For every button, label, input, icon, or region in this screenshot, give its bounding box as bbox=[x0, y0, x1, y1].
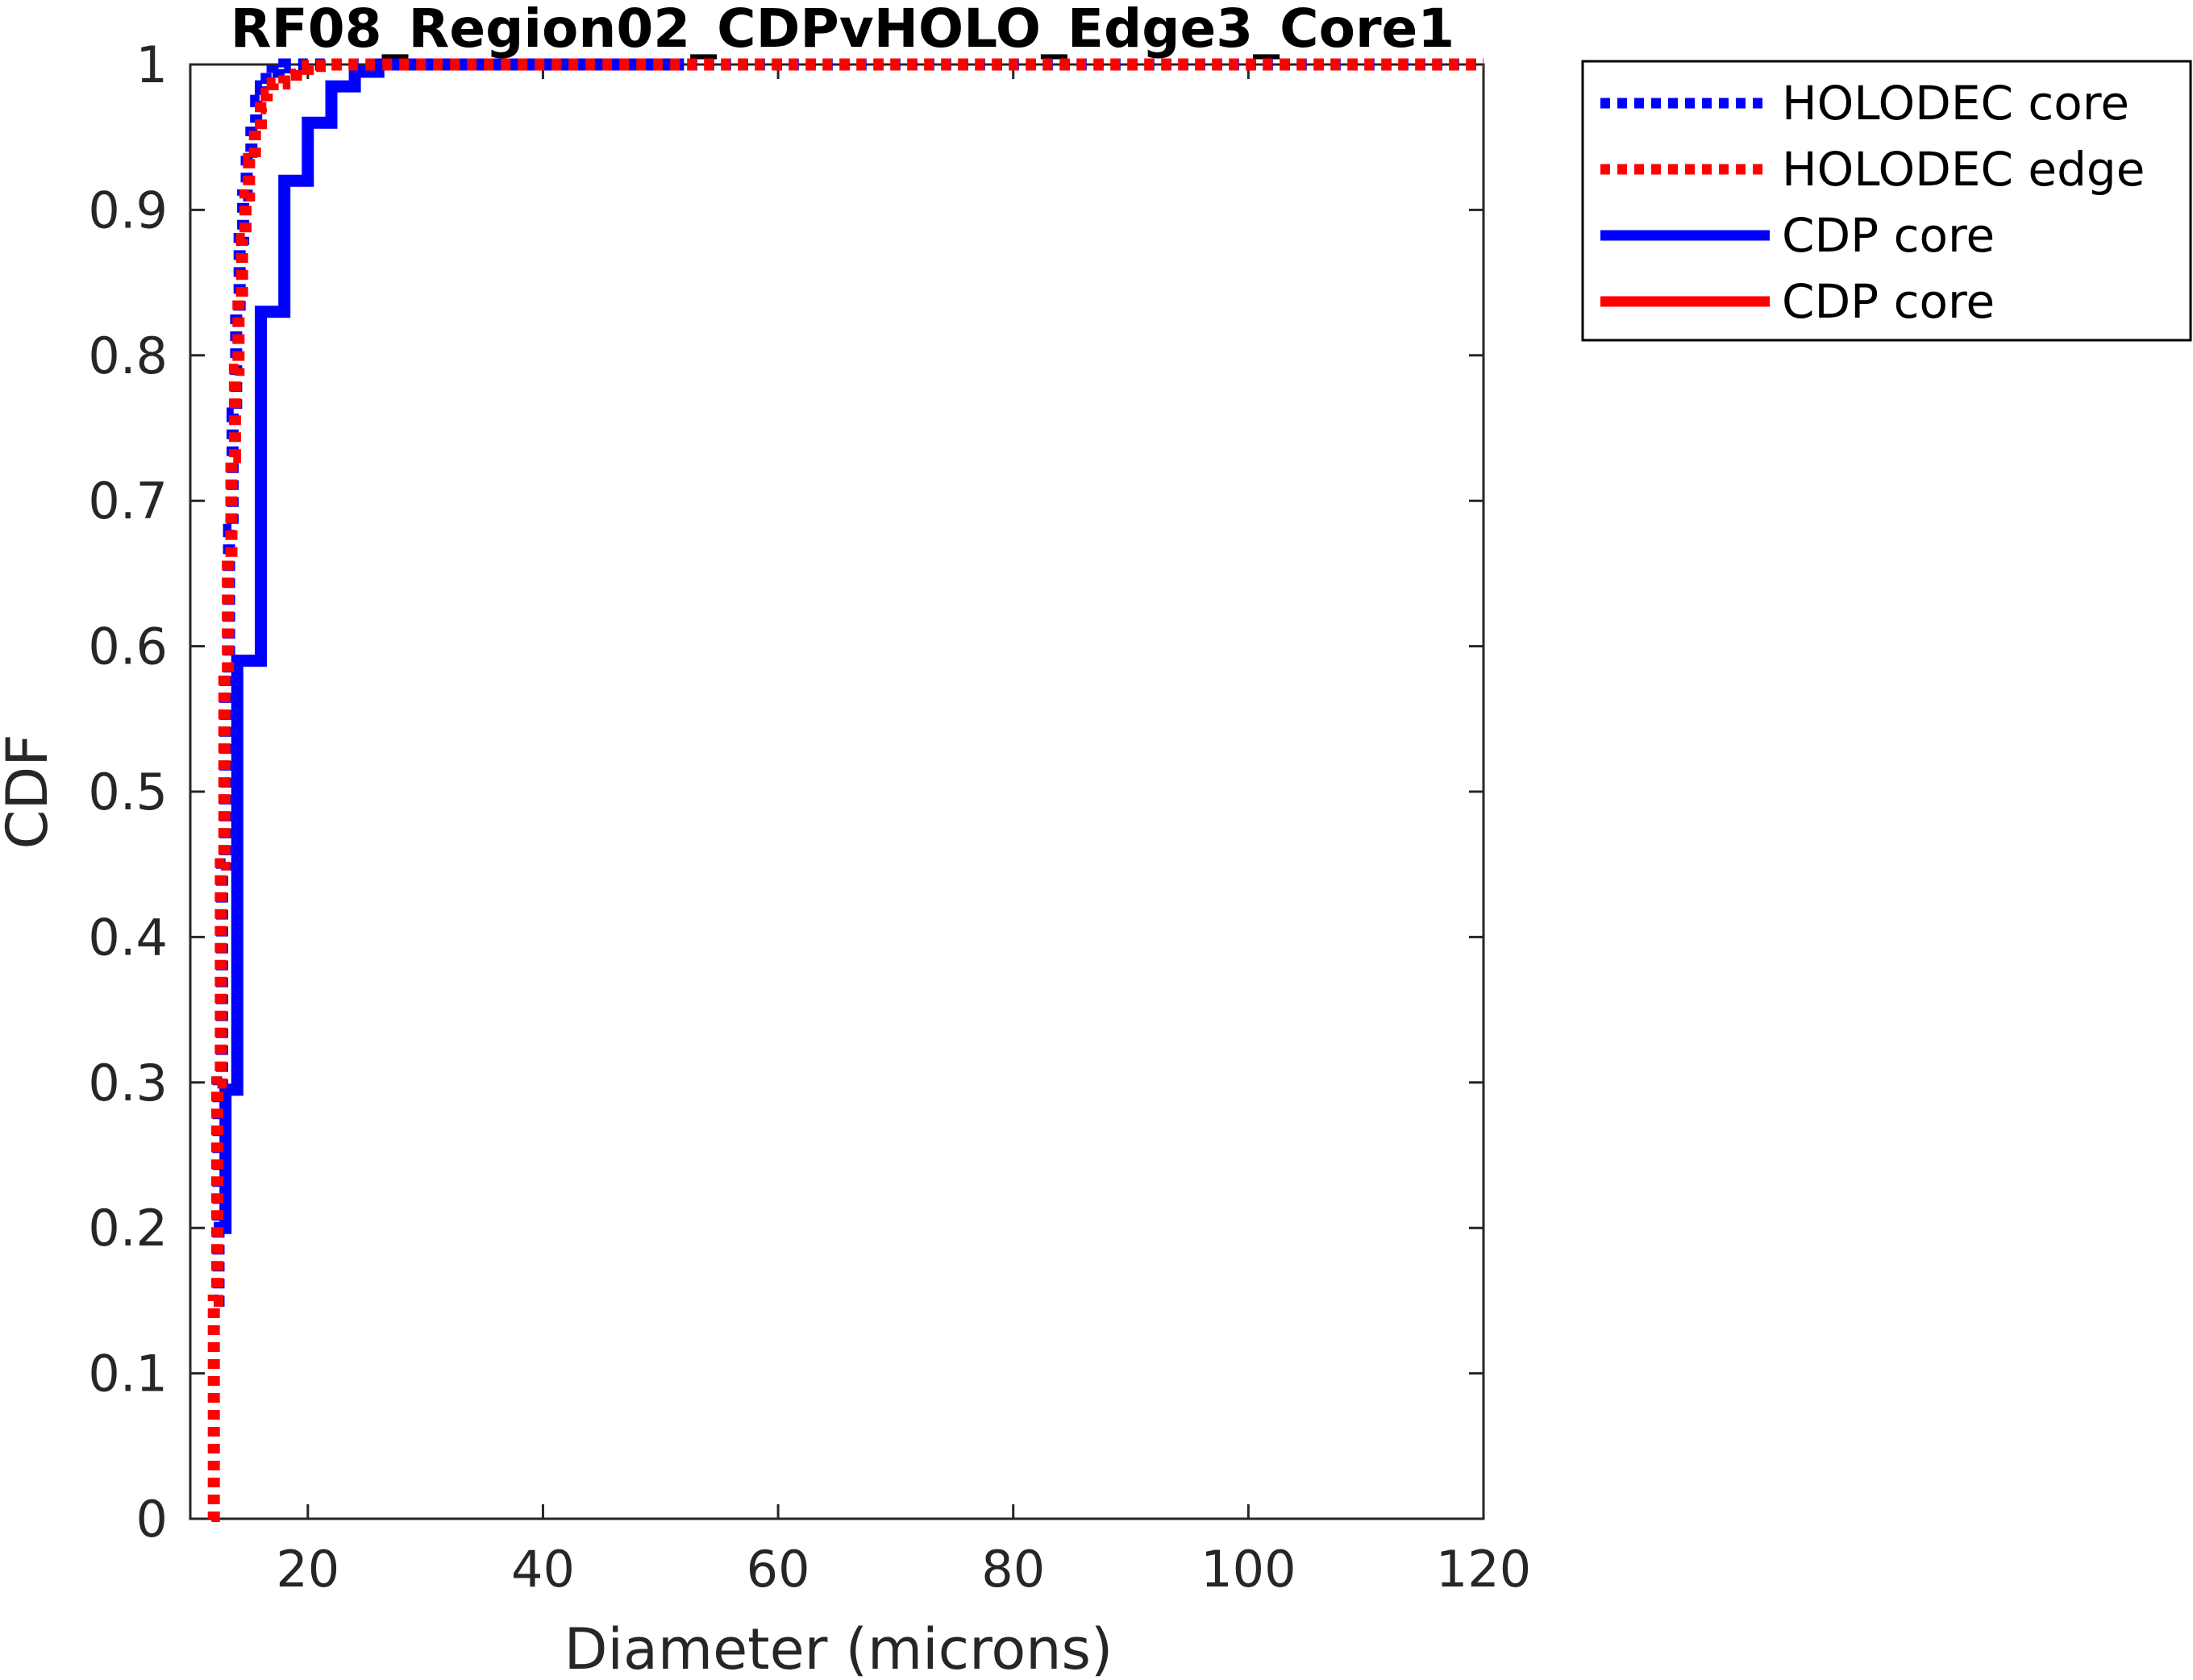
x-tick-label: 40 bbox=[511, 1540, 575, 1599]
y-tick-label: 0.6 bbox=[88, 618, 168, 676]
plot-area-frame bbox=[189, 63, 1485, 1520]
legend-label: CDP core bbox=[1782, 274, 1995, 329]
x-tick-label: 120 bbox=[1436, 1540, 1531, 1599]
x-axis: 20 40 60 80 100 120 bbox=[276, 64, 1531, 1599]
y-tick-label: 0.4 bbox=[88, 908, 168, 967]
legend: HOLODEC core HOLODEC edge CDP core CDP core bbox=[1581, 60, 2192, 342]
y-axis: 0 0.1 0.2 0.3 0.4 0.5 0.6 0.7 0.8 0.9 1 bbox=[88, 35, 1484, 1549]
legend-label: CDP core bbox=[1782, 208, 1995, 263]
chart-title: RF08_Region02_CDPvHOLO_Edge3_Core1 bbox=[231, 0, 1454, 60]
legend-box bbox=[1581, 60, 2192, 342]
y-tick-label: 0.8 bbox=[88, 326, 168, 385]
x-tick-label: 100 bbox=[1201, 1540, 1296, 1599]
y-tick-label: 0.5 bbox=[88, 763, 168, 821]
series-layer bbox=[207, 58, 1484, 1522]
y-tick-label: 1 bbox=[136, 35, 168, 94]
series-line-cdp-core-2 bbox=[214, 58, 685, 1234]
legend-label: HOLODEC core bbox=[1782, 76, 2129, 131]
y-tick-label: 0.3 bbox=[88, 1054, 168, 1112]
y-tick-label: 0 bbox=[136, 1490, 168, 1549]
y-tick-label: 0.2 bbox=[88, 1199, 168, 1258]
y-tick-label: 0.7 bbox=[88, 472, 168, 530]
series-line-holodec-core-0 bbox=[212, 58, 1484, 1307]
x-tick-label: 80 bbox=[981, 1540, 1045, 1599]
x-tick-label: 20 bbox=[276, 1540, 339, 1599]
x-tick-label: 60 bbox=[747, 1540, 810, 1599]
legend-label: HOLODEC edge bbox=[1782, 142, 2145, 197]
y-tick-label: 0.9 bbox=[88, 181, 168, 239]
series-line-holodec-edge-1 bbox=[207, 58, 1484, 1522]
y-axis-title: CDF bbox=[0, 734, 60, 849]
y-tick-label: 0.1 bbox=[88, 1345, 168, 1403]
x-axis-title: Diameter (microns) bbox=[564, 1616, 1113, 1680]
